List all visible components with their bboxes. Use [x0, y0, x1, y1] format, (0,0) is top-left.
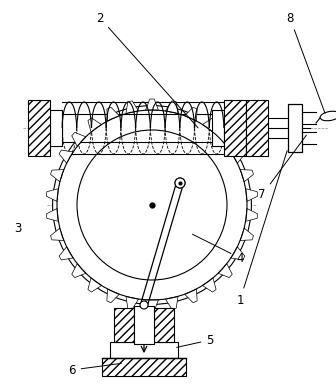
Polygon shape	[246, 209, 258, 221]
Polygon shape	[240, 170, 253, 182]
Polygon shape	[126, 296, 139, 309]
Polygon shape	[185, 289, 197, 303]
Bar	[246, 100, 268, 156]
Circle shape	[140, 301, 148, 309]
Circle shape	[53, 106, 251, 305]
Polygon shape	[165, 101, 178, 114]
Polygon shape	[59, 247, 73, 260]
Circle shape	[175, 178, 185, 188]
Polygon shape	[50, 228, 64, 240]
Text: 4: 4	[193, 234, 244, 265]
Text: 7: 7	[258, 135, 306, 202]
Polygon shape	[145, 300, 159, 311]
Polygon shape	[50, 170, 64, 182]
Polygon shape	[203, 118, 216, 132]
Circle shape	[175, 178, 185, 188]
Text: 8: 8	[286, 12, 325, 113]
Bar	[224, 100, 246, 156]
Polygon shape	[72, 132, 86, 146]
Bar	[154, 308, 174, 342]
Polygon shape	[246, 189, 258, 202]
Polygon shape	[46, 189, 58, 202]
Bar	[288, 104, 302, 152]
Bar	[134, 306, 154, 344]
Polygon shape	[231, 247, 245, 260]
Bar	[110, 342, 178, 358]
Polygon shape	[231, 150, 245, 163]
Bar	[114, 308, 134, 342]
Polygon shape	[218, 264, 232, 278]
Polygon shape	[72, 264, 86, 278]
Polygon shape	[203, 278, 216, 292]
Text: 1: 1	[236, 151, 287, 306]
Text: 2: 2	[96, 12, 198, 128]
Polygon shape	[145, 99, 159, 110]
Polygon shape	[218, 132, 232, 146]
Polygon shape	[88, 278, 101, 292]
Polygon shape	[185, 107, 197, 121]
Polygon shape	[88, 118, 101, 132]
Polygon shape	[59, 150, 73, 163]
Bar	[212, 110, 224, 146]
Text: 6: 6	[68, 363, 121, 376]
Polygon shape	[107, 107, 119, 121]
Bar	[28, 100, 50, 156]
Bar	[102, 358, 186, 376]
Polygon shape	[46, 209, 58, 221]
Polygon shape	[126, 101, 139, 114]
Polygon shape	[107, 289, 119, 303]
Bar	[62, 114, 240, 142]
Bar	[236, 110, 246, 146]
Polygon shape	[165, 296, 178, 309]
Bar	[50, 110, 62, 146]
Polygon shape	[240, 228, 253, 240]
Text: 3: 3	[14, 222, 22, 235]
Text: 5: 5	[177, 333, 214, 348]
Ellipse shape	[320, 111, 336, 121]
